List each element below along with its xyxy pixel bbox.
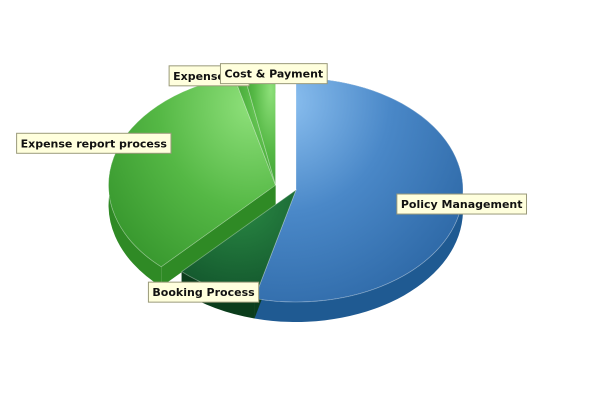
slice-label-box-booking-process: [147, 281, 260, 303]
slice-label-box-expense-report-process: [16, 132, 172, 154]
slice-label-policy-management: Policy Management: [401, 198, 523, 211]
slice-label-booking-process: Booking Process: [152, 286, 255, 299]
slice-label-box-cost-payment: [219, 63, 328, 85]
slice-label-expense-report-process: Expense report process: [21, 137, 168, 150]
slice-label-cost-payment: Cost & Payment: [224, 68, 323, 81]
slice-expense-report-process[interactable]: [108, 76, 277, 268]
slice-labels: Policy Management Booking Process Expense …: [16, 63, 528, 303]
slice-cut-start-expense-report-process: [161, 185, 276, 287]
pie-top-faces: [108, 72, 464, 303]
slice-label-box-policy-management: [396, 193, 528, 215]
